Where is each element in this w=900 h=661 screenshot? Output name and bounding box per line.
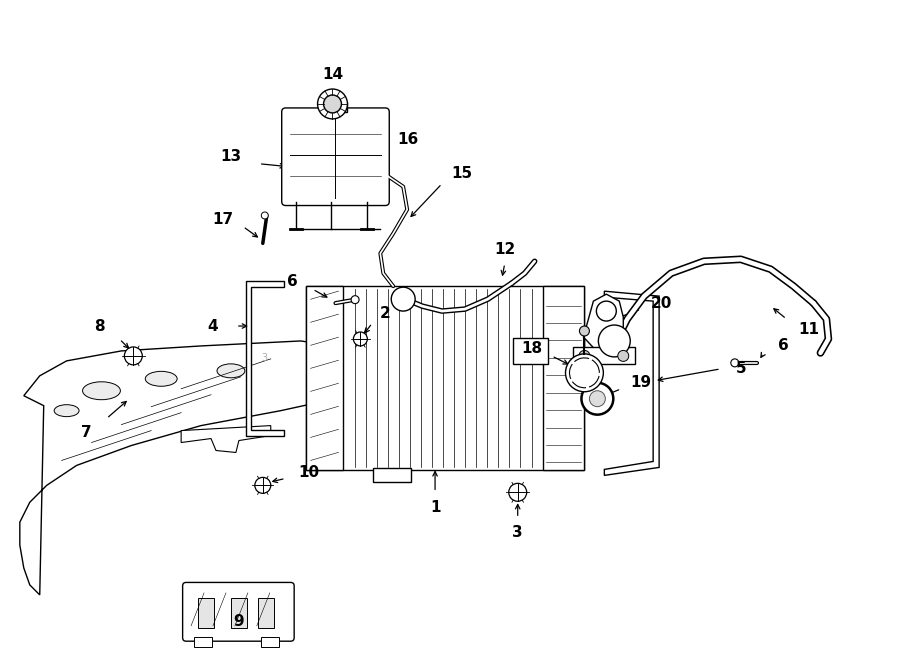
FancyBboxPatch shape <box>282 108 390 206</box>
Ellipse shape <box>54 405 79 416</box>
Ellipse shape <box>145 371 177 386</box>
Text: 8: 8 <box>94 319 104 334</box>
Text: 3: 3 <box>262 354 268 364</box>
Bar <box>513 338 547 364</box>
Circle shape <box>565 354 603 392</box>
Bar <box>198 598 214 628</box>
Bar <box>261 637 279 646</box>
Bar <box>306 286 344 471</box>
Text: 3: 3 <box>512 525 523 539</box>
Circle shape <box>598 325 630 357</box>
Ellipse shape <box>217 364 245 378</box>
Text: 20: 20 <box>651 295 671 311</box>
Text: 14: 14 <box>322 67 343 81</box>
Text: 7: 7 <box>81 425 92 440</box>
Bar <box>328 102 347 112</box>
Circle shape <box>255 477 271 493</box>
Text: 16: 16 <box>398 132 418 147</box>
Circle shape <box>590 391 606 407</box>
Circle shape <box>580 326 590 336</box>
Circle shape <box>731 359 739 367</box>
Circle shape <box>318 89 347 119</box>
Text: 1: 1 <box>430 500 440 515</box>
Circle shape <box>261 212 268 219</box>
Polygon shape <box>20 341 356 595</box>
Text: 12: 12 <box>494 242 516 257</box>
Text: 6: 6 <box>287 274 298 289</box>
Bar <box>543 286 584 471</box>
Text: 9: 9 <box>234 614 244 629</box>
Text: 6: 6 <box>778 338 789 354</box>
Circle shape <box>579 350 590 362</box>
Text: 13: 13 <box>220 149 241 164</box>
Text: 17: 17 <box>212 212 233 227</box>
Circle shape <box>351 295 359 303</box>
Text: 11: 11 <box>798 321 819 336</box>
Text: 15: 15 <box>452 166 472 181</box>
Text: 2: 2 <box>380 305 391 321</box>
Bar <box>257 598 274 628</box>
Text: 18: 18 <box>521 342 542 356</box>
Ellipse shape <box>83 382 121 400</box>
Bar <box>573 347 635 364</box>
Polygon shape <box>604 291 659 475</box>
Circle shape <box>597 301 617 321</box>
Polygon shape <box>181 426 271 453</box>
Text: 19: 19 <box>631 375 652 390</box>
Bar <box>194 637 212 646</box>
Bar <box>374 469 411 483</box>
Bar <box>231 598 247 628</box>
Text: 10: 10 <box>298 465 320 480</box>
FancyBboxPatch shape <box>183 582 294 641</box>
Polygon shape <box>246 281 284 436</box>
Circle shape <box>617 350 629 362</box>
Circle shape <box>354 332 367 346</box>
Text: 4: 4 <box>208 319 219 334</box>
Polygon shape <box>583 294 624 351</box>
Text: 5: 5 <box>735 362 746 376</box>
Bar <box>306 286 584 471</box>
Circle shape <box>581 383 613 414</box>
Circle shape <box>323 95 341 113</box>
Circle shape <box>124 347 142 365</box>
Circle shape <box>392 287 415 311</box>
Circle shape <box>508 483 526 501</box>
